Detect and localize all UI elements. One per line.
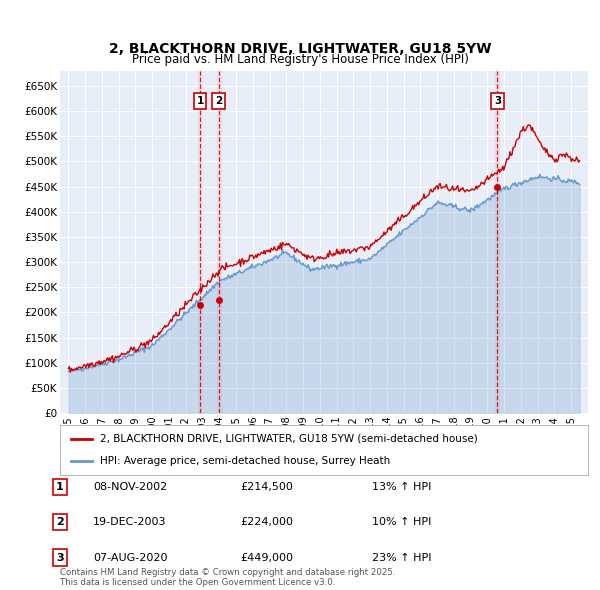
Bar <box>198 71 202 413</box>
Text: 1: 1 <box>197 96 204 106</box>
Text: 13% ↑ HPI: 13% ↑ HPI <box>372 482 431 491</box>
Bar <box>217 71 221 413</box>
Text: 3: 3 <box>494 96 501 106</box>
Text: 2: 2 <box>56 517 64 527</box>
Text: Price paid vs. HM Land Registry's House Price Index (HPI): Price paid vs. HM Land Registry's House … <box>131 53 469 66</box>
Bar <box>496 71 499 413</box>
Text: 3: 3 <box>56 553 64 562</box>
Text: 2: 2 <box>215 96 222 106</box>
Text: 2, BLACKTHORN DRIVE, LIGHTWATER, GU18 5YW (semi-detached house): 2, BLACKTHORN DRIVE, LIGHTWATER, GU18 5Y… <box>100 434 478 444</box>
Text: 1: 1 <box>56 482 64 491</box>
Text: 23% ↑ HPI: 23% ↑ HPI <box>372 553 431 562</box>
Text: £214,500: £214,500 <box>240 482 293 491</box>
Text: HPI: Average price, semi-detached house, Surrey Heath: HPI: Average price, semi-detached house,… <box>100 456 390 466</box>
Text: £449,000: £449,000 <box>240 553 293 562</box>
Text: Contains HM Land Registry data © Crown copyright and database right 2025.
This d: Contains HM Land Registry data © Crown c… <box>60 568 395 587</box>
Text: 08-NOV-2002: 08-NOV-2002 <box>93 482 167 491</box>
Text: £224,000: £224,000 <box>240 517 293 527</box>
Text: 07-AUG-2020: 07-AUG-2020 <box>93 553 167 562</box>
Text: 10% ↑ HPI: 10% ↑ HPI <box>372 517 431 527</box>
Text: 19-DEC-2003: 19-DEC-2003 <box>93 517 167 527</box>
Text: 2, BLACKTHORN DRIVE, LIGHTWATER, GU18 5YW: 2, BLACKTHORN DRIVE, LIGHTWATER, GU18 5Y… <box>109 42 491 56</box>
